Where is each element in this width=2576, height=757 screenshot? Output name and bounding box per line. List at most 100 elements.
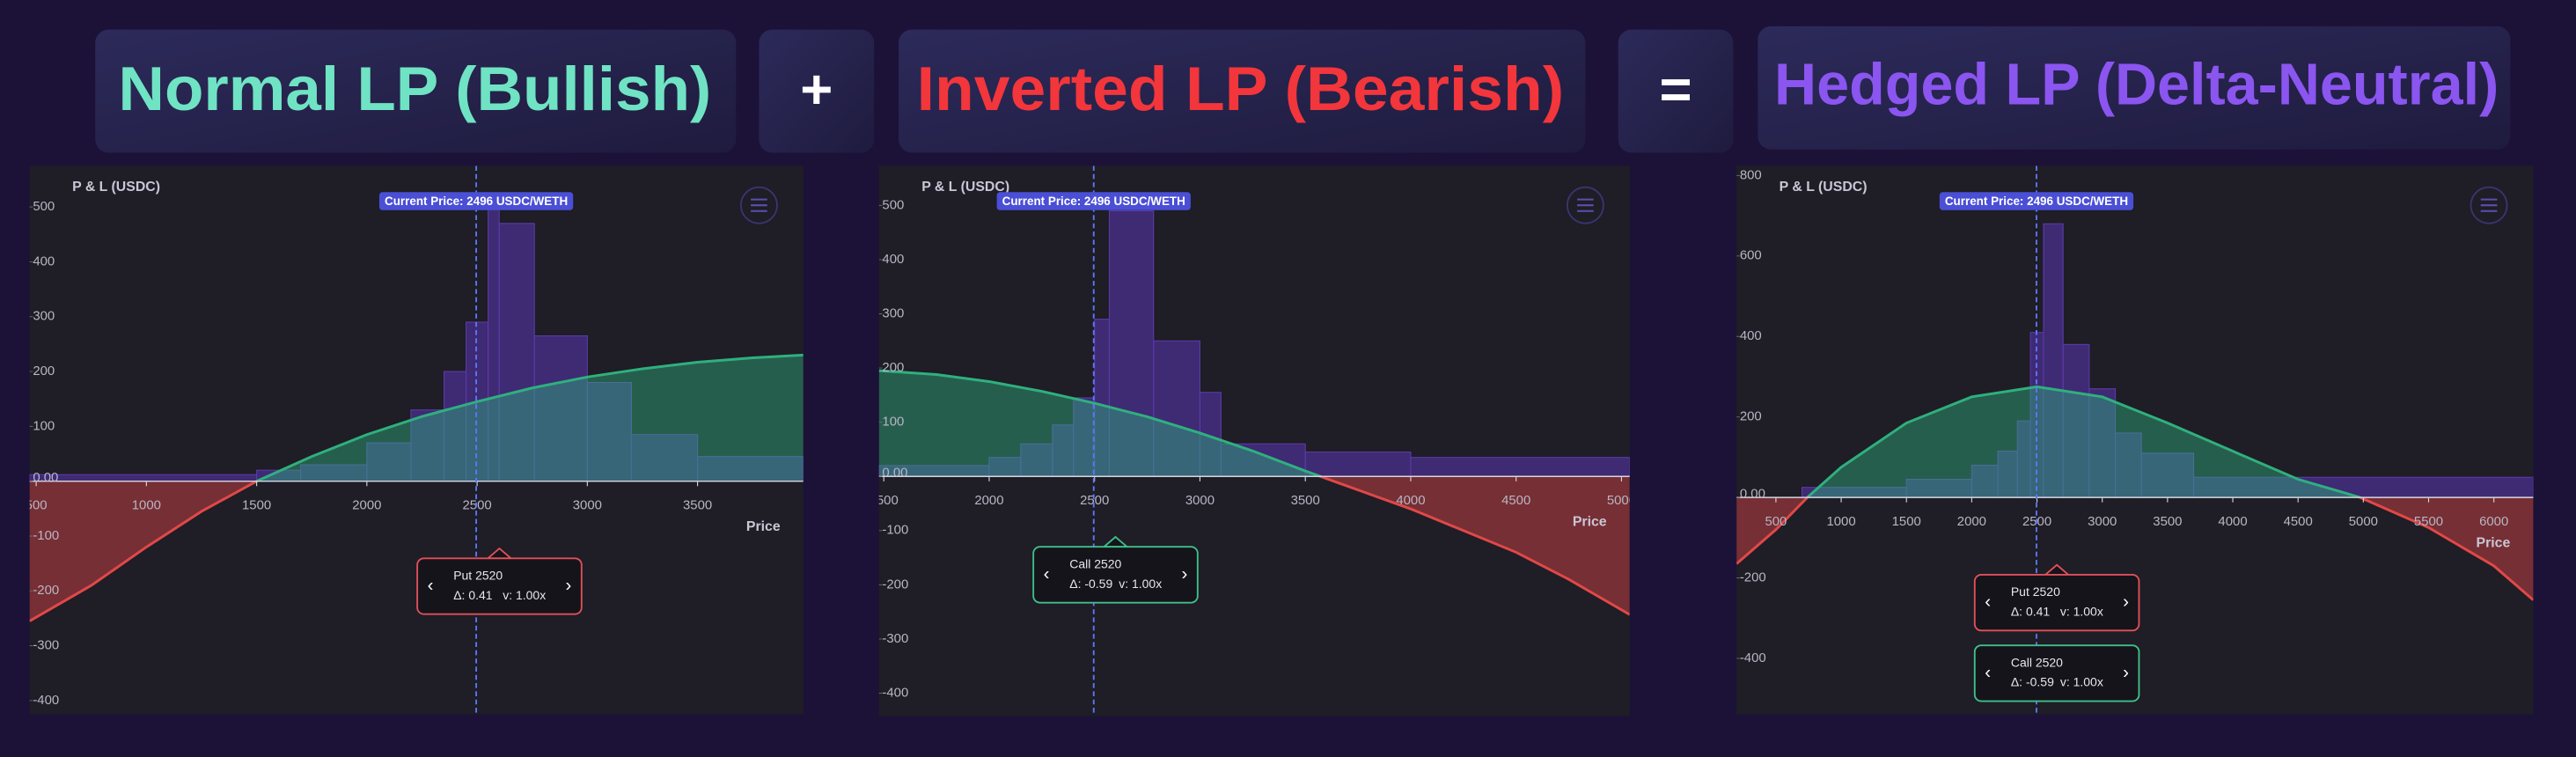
y-tick-label: 100 — [33, 418, 55, 433]
y-tick-label: -300 — [882, 631, 908, 646]
liquidity-bar — [29, 474, 258, 482]
tooltip-prev[interactable]: ‹ — [1985, 662, 1991, 682]
x-tick-label: 5000 — [2349, 514, 2378, 529]
x-axis-title: Price — [746, 519, 781, 534]
tooltip-title: Put 2520 — [2011, 584, 2060, 599]
tooltip-prev[interactable]: ‹ — [428, 575, 434, 595]
operator-box — [759, 29, 875, 153]
tooltip-box — [1032, 546, 1199, 604]
y-tick-label: -400 — [882, 685, 908, 700]
x-tick-label: 6000 — [2479, 514, 2508, 529]
operator: = — [1660, 59, 1692, 121]
current-price-label: Current Price: 2496 USDC/WETH — [1002, 195, 1185, 208]
y-axis-title: P & L (USDC) — [1780, 180, 1868, 195]
y-tick-label: 300 — [882, 305, 904, 320]
x-tick-label: 3000 — [573, 498, 602, 513]
y-tick-label: 0.00 — [882, 465, 907, 480]
tooltip-prev[interactable]: ‹ — [1985, 592, 1991, 612]
pnl-gain-line — [1805, 385, 2364, 498]
current-price-badge — [996, 192, 1191, 210]
pnl-loss-area — [29, 481, 804, 621]
banner-title: Hedged LP (Delta-Neutral) — [1774, 52, 2499, 118]
y-tick-label: -200 — [882, 577, 908, 592]
x-tick-label: 4000 — [1396, 493, 1425, 508]
x-tick-label: 3000 — [2088, 514, 2117, 529]
x-tick-label: 2000 — [352, 498, 381, 513]
tooltip-volume: v: 1.00x — [503, 588, 546, 602]
tooltip-next[interactable]: › — [565, 575, 571, 595]
x-tick-label: 2500 — [1080, 493, 1109, 508]
tooltip-delta: Δ: -0.59 — [1069, 577, 1112, 591]
tooltip-next[interactable]: › — [1181, 563, 1187, 584]
x-axis-title: Price — [1573, 515, 1607, 530]
y-tick-label: 200 — [33, 364, 55, 378]
tooltip-delta: Δ: 0.41 — [2011, 605, 2051, 619]
current-price-label: Current Price: 2496 USDC/WETH — [385, 195, 568, 208]
x-tick-label: 2000 — [974, 493, 1003, 508]
operator: + — [800, 59, 833, 121]
menu-button[interactable] — [2470, 186, 2508, 224]
menu-button[interactable] — [1566, 186, 1604, 224]
x-tick-label: 4500 — [2284, 514, 2313, 529]
plot: 500 1000 1500 2000 2500 3000 3500 500 400 300 200 1… — [29, 165, 804, 715]
pnl-loss-line — [1316, 476, 1630, 616]
y-tick-label: -200 — [33, 583, 59, 598]
liquidity-bar — [410, 409, 445, 482]
menu-button[interactable] — [739, 186, 778, 224]
plot: 5001000150020002500300035004000450050005… — [1736, 165, 2534, 715]
y-tick-label: 100 — [882, 415, 904, 430]
y-tick-label: 600 — [1740, 248, 1762, 263]
tooltip-volume: v: 1.00x — [2060, 675, 2103, 689]
pnl-gain-area — [29, 355, 804, 481]
pnl-loss-line — [29, 481, 261, 622]
x-tick-label: 1500 — [242, 498, 271, 513]
y-tick-label: 500 — [882, 197, 904, 212]
x-tick-label: 1500 — [870, 493, 899, 508]
tooltip-delta: Δ: 0.41 — [453, 588, 493, 602]
title-box — [1758, 26, 2511, 150]
y-tick-label: 200 — [882, 360, 904, 375]
y-tick-label: -100 — [33, 528, 59, 543]
tooltip-prev[interactable]: ‹ — [1044, 563, 1050, 584]
tooltip-delta: Δ: -0.59 — [2011, 675, 2054, 689]
y-tick-label: 0.00 — [1740, 486, 1765, 501]
y-tick-label: 400 — [1740, 328, 1762, 343]
y-tick-label: 0.00 — [33, 470, 58, 485]
tooltip-volume: v: 1.00x — [2060, 605, 2103, 619]
banner-title: Normal LP (Bullish) — [118, 55, 711, 124]
tooltip-next[interactable]: › — [2123, 662, 2129, 682]
y-tick-label: -400 — [33, 693, 59, 708]
liquidity-bar — [1153, 340, 1201, 477]
tooltip: ‹ › Call 2520 Δ: -0.59 v: 1.00x — [1032, 535, 1199, 604]
banner-title: Inverted LP (Bearish) — [917, 55, 1564, 124]
x-tick-label: 1000 — [1826, 514, 1855, 529]
x-tick-label: 1500 — [1892, 514, 1921, 529]
tooltip: ‹ › Put 2520 Δ: 0.41 v: 1.00x — [416, 547, 583, 615]
x-tick-label: 5500 — [2414, 514, 2443, 529]
x-tick-label: 2500 — [463, 498, 492, 513]
pnl-gain-line — [253, 353, 804, 481]
title-box — [899, 29, 1586, 153]
tooltip-next[interactable]: › — [2123, 592, 2129, 612]
x-tick-label: 2000 — [1957, 514, 1986, 529]
pnl-loss-area — [1320, 476, 1630, 615]
tooltip-title: Call 2520 — [2011, 655, 2063, 669]
title-box — [95, 29, 737, 153]
tooltip-volume: v: 1.00x — [1119, 577, 1162, 591]
y-axis-title: P & L (USDC) — [72, 180, 160, 195]
tooltip-title: Call 2520 — [1069, 556, 1121, 570]
x-tick-label: 500 — [1765, 514, 1787, 529]
y-tick-label: 300 — [33, 309, 55, 324]
x-tick-label: 3500 — [2153, 514, 2182, 529]
tooltip-box — [1973, 573, 2140, 632]
y-tick-label: -100 — [882, 523, 908, 538]
liquidity-bar — [1410, 457, 1630, 477]
tooltip: ‹ › Call 2520 Δ: -0.59 v: 1.00x — [1973, 644, 2140, 702]
liquidity-bar — [2088, 388, 2117, 498]
liquidity-bar — [586, 381, 632, 482]
tooltip: ‹ › Put 2520 Δ: 0.41 v: 1.00x — [1973, 563, 2140, 632]
liquidity-bar — [1304, 451, 1412, 477]
plot: 1500 2000 2500 3000 3500 4000 4500 5000 500 400 30… — [870, 165, 1630, 717]
